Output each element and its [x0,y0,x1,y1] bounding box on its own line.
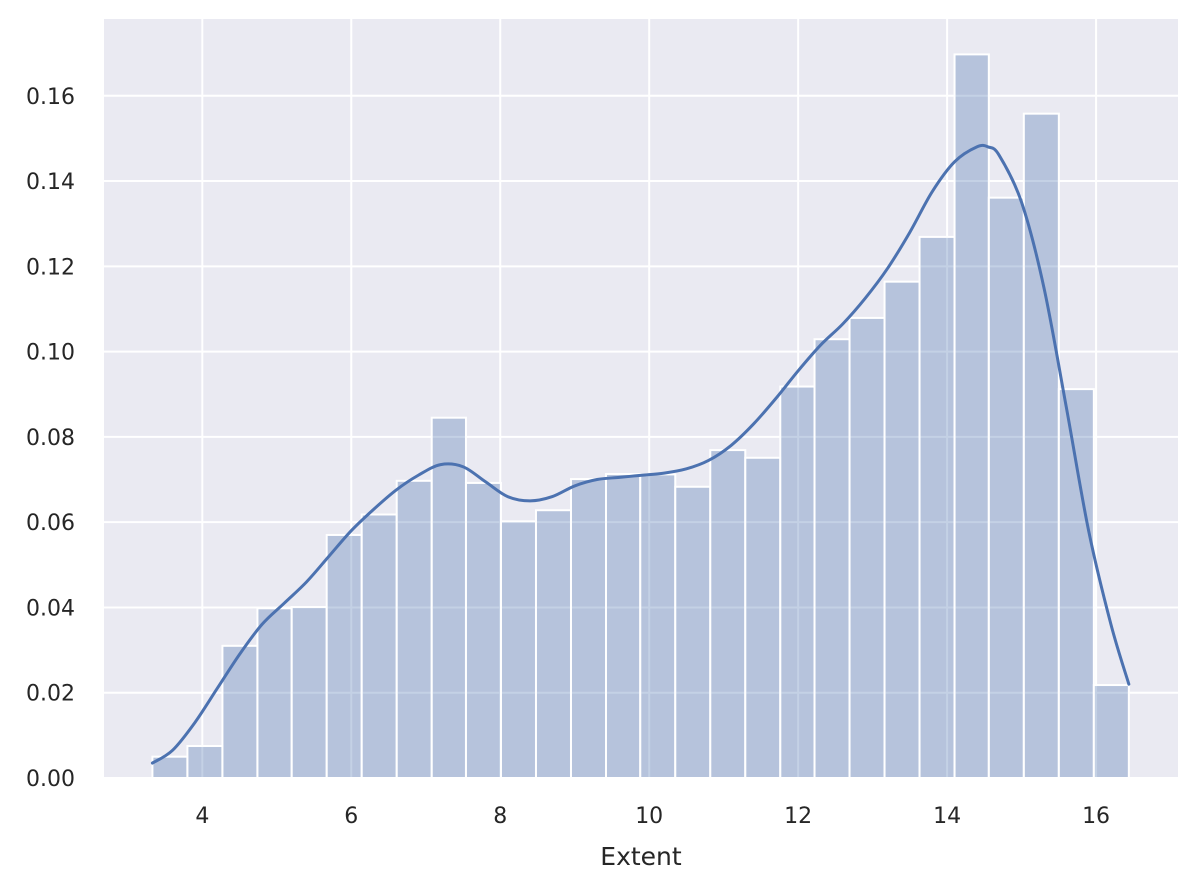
x-axis-tick-labels: 4 6 8 10 12 14 16 [195,804,1110,829]
histogram-bar [779,385,816,779]
histogram-bar [813,338,851,779]
histogram-bar [186,745,224,779]
y-tick-label: 0.08 [26,426,75,451]
histogram-bar [1092,684,1130,779]
y-tick-label: 0.10 [26,341,75,366]
histogram-bar [883,280,921,779]
y-tick-label: 0.04 [26,596,75,621]
y-tick-label: 0.16 [26,85,75,110]
histogram-bar [987,196,1025,779]
histogram-bar [953,53,990,779]
histogram-bar [256,607,293,779]
x-tick-label: 16 [1082,804,1110,829]
y-tick-label: 0.06 [26,511,75,536]
histogram-bar [848,316,886,779]
histogram-bar [325,533,363,780]
histogram-bar [569,478,607,779]
histogram-bar [464,481,502,779]
histogram-bars [151,53,1130,780]
x-tick-label: 8 [493,804,507,829]
histogram-bar [534,509,572,779]
histogram-bar [639,473,677,779]
histogram-bar [604,472,642,779]
histogram-bar [499,520,537,779]
y-tick-label: 0.12 [26,255,75,280]
x-tick-label: 4 [195,804,209,829]
y-tick-label: 0.14 [26,170,75,195]
x-tick-label: 6 [344,804,358,829]
histogram-bar [1022,112,1060,779]
x-tick-label: 14 [933,804,961,829]
y-tick-label: 0.02 [26,682,75,707]
histogram-bar [290,606,328,779]
histogram-bar [1057,388,1095,779]
histogram-bar [360,513,398,779]
x-tick-label: 12 [784,804,812,829]
histogram-bar [918,235,956,779]
histogram-bar [430,416,467,779]
kde-curve [150,143,1131,765]
histogram-bar [395,479,433,779]
y-axis-tick-labels: 0.00 0.02 0.04 0.06 0.08 0.10 0.12 0.14 0.16 [26,85,75,792]
histogram-bar [221,644,259,780]
histogram-bar [744,456,782,779]
histogram-bar [709,449,747,779]
y-tick-label: 0.00 [26,767,75,792]
x-tick-label: 10 [635,804,663,829]
x-axis-title: Extent [600,842,682,871]
histogram-bar [674,485,712,779]
